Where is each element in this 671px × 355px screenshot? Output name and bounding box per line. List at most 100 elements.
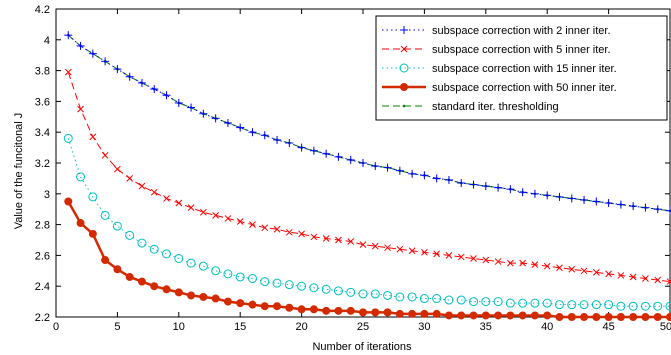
data-point (507, 259, 514, 267)
data-point (174, 288, 183, 297)
y-tick-label: 2.4 (35, 281, 50, 293)
data-point (150, 85, 159, 94)
data-point (273, 225, 281, 233)
x-axis-label: Number of iterations (312, 341, 412, 353)
data-point (432, 294, 442, 304)
data-point (187, 204, 195, 212)
data-point (248, 128, 257, 137)
data-point (199, 109, 208, 118)
data-point (519, 259, 526, 267)
x-tick-label: 30 (418, 321, 430, 333)
data-point (236, 123, 245, 132)
data-point (506, 185, 515, 194)
data-point (568, 265, 576, 273)
legend-entry: subspace correction with 15 inner iter. (382, 63, 617, 75)
data-point (482, 256, 490, 264)
data-point (211, 266, 221, 276)
data-point (542, 298, 552, 308)
data-point (64, 31, 73, 40)
y-tick-label: 3.2 (35, 158, 50, 170)
data-point (653, 205, 662, 214)
data-point (112, 221, 122, 231)
data-point (77, 105, 84, 113)
data-point (212, 212, 219, 219)
data-point (604, 300, 614, 310)
data-point (322, 235, 330, 242)
legend: subspace correction with 2 inner iter. su… (375, 15, 668, 121)
data-point (137, 277, 146, 286)
data-point (592, 268, 600, 276)
data-point (358, 289, 368, 299)
data-point (567, 300, 577, 310)
data-point (211, 114, 220, 123)
data-point (359, 241, 367, 248)
data-point (88, 229, 97, 238)
data-point (432, 309, 441, 318)
data-point (88, 192, 98, 202)
data-point (370, 289, 380, 299)
data-point (493, 297, 503, 307)
data-point (469, 311, 478, 320)
series-line (67, 200, 670, 319)
x-tick-label: 35 (480, 321, 492, 333)
y-axis-label: Value of the funcitonal J (13, 113, 25, 230)
data-point (653, 301, 663, 311)
data-point (236, 299, 245, 308)
data-point (236, 218, 244, 225)
data-point (617, 272, 625, 279)
data-point (285, 138, 294, 147)
data-point (76, 41, 85, 50)
data-point (481, 182, 490, 191)
data-point (629, 273, 637, 281)
data-point (383, 308, 392, 317)
data-point (616, 301, 626, 311)
data-point (456, 295, 466, 305)
data-point (297, 143, 306, 152)
data-point (137, 78, 146, 87)
data-point (494, 258, 502, 265)
legend-label: subspace correction with 2 inner iter. (432, 25, 611, 37)
legend-label: subspace correction with 15 inner iter. (432, 63, 617, 75)
data-point (359, 308, 367, 317)
data-point (444, 311, 453, 320)
data-point (334, 306, 343, 315)
data-point (162, 91, 171, 100)
data-point (76, 172, 86, 182)
data-point (101, 256, 110, 265)
legend-label: subspace correction with 50 inner iter. (432, 82, 617, 94)
data-point (605, 270, 612, 278)
data-point (383, 163, 392, 172)
data-point (175, 199, 183, 207)
data-point (666, 278, 671, 285)
data-point (530, 189, 539, 198)
data-point (174, 253, 184, 263)
data-point (445, 252, 453, 259)
data-point (641, 203, 650, 212)
data-point (642, 275, 649, 282)
data-point (284, 280, 294, 290)
y-tick-label: 3 (44, 189, 50, 201)
data-point (162, 249, 172, 259)
data-point (653, 313, 662, 321)
data-point (505, 298, 515, 308)
data-point (297, 305, 306, 314)
y-tick-label: 3.4 (35, 127, 50, 139)
data-point (408, 169, 417, 178)
data-point (530, 298, 540, 308)
data-point (407, 292, 417, 302)
x-tick-label: 25 (357, 321, 369, 333)
data-point (310, 233, 318, 241)
data-point (629, 313, 638, 321)
data-point (223, 269, 233, 279)
data-point (138, 182, 146, 190)
data-point (260, 131, 269, 140)
series-2 (64, 68, 671, 285)
series-line (67, 71, 671, 283)
data-point (100, 210, 110, 220)
data-point (470, 255, 477, 262)
data-point (665, 301, 671, 311)
y-tick-label: 3.6 (35, 96, 50, 108)
data-point (248, 300, 257, 309)
data-point (114, 165, 121, 173)
legend-entry: subspace correction with 5 inner iter. (382, 44, 611, 56)
